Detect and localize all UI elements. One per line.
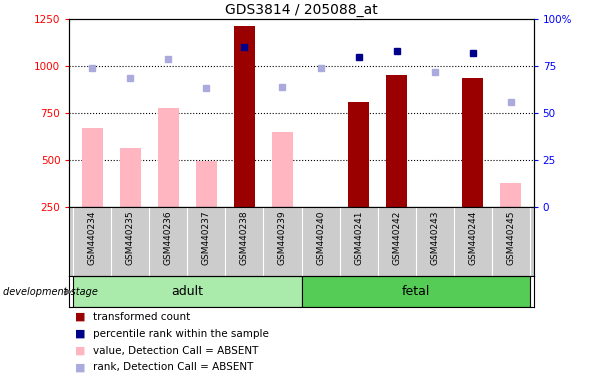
Text: ■: ■	[75, 329, 86, 339]
Text: GSM440238: GSM440238	[240, 211, 249, 265]
Text: adult: adult	[171, 285, 203, 298]
Bar	[302, 276, 530, 307]
Bar	[386, 136, 407, 207]
Text: fetal: fetal	[402, 285, 430, 298]
Bar	[234, 161, 255, 207]
Text: ■: ■	[75, 346, 86, 356]
Bar	[158, 108, 178, 207]
Text: GSM440245: GSM440245	[507, 211, 516, 265]
Text: percentile rank within the sample: percentile rank within the sample	[93, 329, 270, 339]
Text: development stage: development stage	[3, 287, 98, 297]
Bar	[348, 103, 369, 207]
Bar	[234, 26, 255, 207]
Bar	[463, 78, 483, 207]
Text: GSM440234: GSM440234	[87, 211, 96, 265]
Bar	[82, 128, 103, 207]
Bar	[500, 183, 521, 207]
Bar	[272, 132, 293, 207]
Title: GDS3814 / 205088_at: GDS3814 / 205088_at	[225, 3, 378, 17]
Text: GSM440239: GSM440239	[278, 211, 287, 265]
Text: value, Detection Call = ABSENT: value, Detection Call = ABSENT	[93, 346, 259, 356]
Text: GSM440243: GSM440243	[430, 211, 439, 265]
Bar	[196, 161, 217, 207]
Bar	[73, 276, 302, 307]
Text: GSM440240: GSM440240	[316, 211, 325, 265]
Text: transformed count: transformed count	[93, 312, 191, 322]
Bar	[386, 75, 407, 207]
Text: GSM440235: GSM440235	[126, 211, 134, 265]
Text: rank, Detection Call = ABSENT: rank, Detection Call = ABSENT	[93, 362, 254, 372]
Text: GSM440244: GSM440244	[469, 211, 477, 265]
Text: ■: ■	[75, 312, 86, 322]
Text: GSM440236: GSM440236	[164, 211, 173, 265]
Text: GSM440237: GSM440237	[202, 211, 211, 265]
Text: ■: ■	[75, 362, 86, 372]
Text: GSM440242: GSM440242	[392, 211, 401, 265]
Bar	[120, 148, 140, 207]
Text: GSM440241: GSM440241	[354, 211, 363, 265]
